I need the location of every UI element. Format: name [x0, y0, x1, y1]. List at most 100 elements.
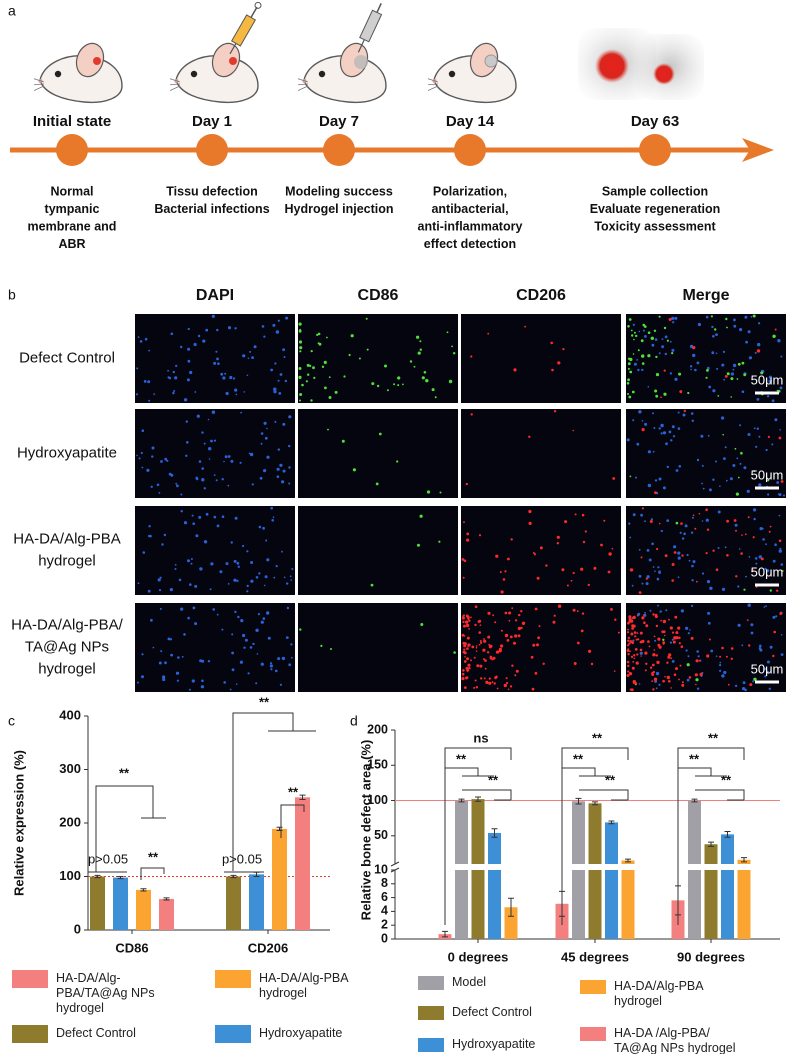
- cell-dot: [671, 579, 674, 582]
- cell-dot: [654, 389, 658, 393]
- cell-dot: [745, 575, 747, 578]
- cell-dot: [747, 330, 751, 334]
- cell-dot: [732, 363, 737, 368]
- cell-dot: [658, 352, 661, 355]
- cell-dot: [298, 340, 303, 344]
- bar: [621, 870, 635, 939]
- cell-dot: [662, 641, 666, 644]
- cell-dot: [664, 335, 668, 339]
- cell-dot: [517, 634, 521, 638]
- cell-dot: [668, 680, 671, 683]
- cell-dot: [397, 384, 400, 387]
- cell-dot: [687, 391, 690, 395]
- cell-dot: [691, 419, 694, 422]
- error-bar: [625, 858, 631, 863]
- cell-dot: [224, 372, 227, 375]
- cell-dot: [747, 516, 750, 519]
- cell-dot: [629, 536, 632, 539]
- cell-dot: [662, 431, 667, 435]
- cell-dot: [187, 559, 190, 563]
- cell-dot: [753, 427, 756, 430]
- ear-lesion: [229, 57, 237, 65]
- cell-dot: [727, 683, 730, 686]
- cell-dot: [274, 420, 277, 423]
- cell-dot: [479, 624, 482, 626]
- cell-dot: [528, 435, 531, 438]
- stage-description: Normal: [50, 184, 93, 198]
- cell-dot: [760, 371, 764, 375]
- cell-dot: [777, 339, 781, 343]
- cell-dot: [466, 657, 469, 661]
- cell-dot: [553, 614, 556, 617]
- cell-dot: [234, 388, 238, 392]
- cell-dot: [282, 348, 285, 352]
- significance-label: **: [573, 751, 584, 766]
- cell-dot: [739, 328, 743, 332]
- cell-dot: [675, 469, 679, 472]
- cell-dot: [462, 641, 466, 645]
- significance-bracket: [280, 804, 305, 838]
- cell-dot: [634, 635, 637, 638]
- cell-dot: [223, 460, 225, 463]
- cell-dot: [678, 636, 681, 640]
- significance-label: **: [259, 694, 270, 709]
- cell-dot: [328, 396, 332, 399]
- cell-dot: [628, 395, 632, 399]
- micrograph-background: [135, 314, 295, 403]
- cell-dot: [371, 382, 375, 386]
- cell-dot: [661, 338, 664, 340]
- column-header: Merge: [682, 287, 729, 304]
- significance-label: **: [721, 772, 732, 787]
- cell-dot: [461, 633, 465, 637]
- cell-dot: [255, 628, 259, 632]
- cell-dot: [666, 661, 669, 664]
- cell-dot: [660, 432, 663, 435]
- cell-dot: [174, 568, 177, 570]
- cell-dot: [741, 644, 744, 647]
- cell-dot: [666, 465, 669, 469]
- cell-dot: [764, 675, 767, 678]
- cell-dot: [147, 535, 150, 537]
- cell-dot: [783, 494, 785, 497]
- cell-dot: [466, 647, 469, 650]
- cell-dot: [327, 428, 329, 431]
- cell-dot: [701, 520, 704, 522]
- cell-dot: [706, 580, 711, 584]
- x-tick-label: CD86: [115, 940, 148, 955]
- stage-title: Day 7: [319, 113, 359, 130]
- cell-dot: [378, 432, 382, 436]
- cell-dot: [504, 611, 508, 615]
- cell-dot: [636, 653, 639, 656]
- cell-dot: [724, 375, 728, 378]
- cell-dot: [660, 529, 663, 533]
- cell-dot: [772, 334, 776, 338]
- cell-dot: [717, 510, 721, 514]
- bar: [605, 822, 618, 864]
- cell-dot: [754, 557, 758, 560]
- timeline-node: [454, 134, 486, 166]
- micrograph-background: [298, 603, 458, 692]
- cell-dot: [706, 369, 709, 372]
- cell-dot: [768, 687, 771, 690]
- cell-dot: [747, 603, 751, 607]
- cell-dot: [741, 390, 745, 394]
- cell-dot: [208, 458, 211, 460]
- cell-dot: [665, 609, 668, 612]
- cell-dot: [229, 688, 232, 691]
- cell-dot: [691, 564, 694, 568]
- cell-dot: [653, 427, 656, 429]
- cell-dot: [768, 530, 771, 533]
- cell-dot: [485, 680, 489, 685]
- cell-dot: [421, 376, 425, 380]
- cell-dot: [669, 641, 673, 644]
- cell-dot: [233, 579, 236, 582]
- legend-swatch: [215, 1025, 251, 1043]
- cell-dot: [656, 577, 660, 581]
- cell-dot: [630, 329, 633, 332]
- cell-dot: [524, 325, 526, 328]
- cell-dot: [521, 621, 526, 625]
- cell-dot: [136, 454, 138, 457]
- cell-dot: [629, 370, 633, 374]
- cell-dot: [147, 380, 151, 384]
- cell-dot: [664, 352, 667, 356]
